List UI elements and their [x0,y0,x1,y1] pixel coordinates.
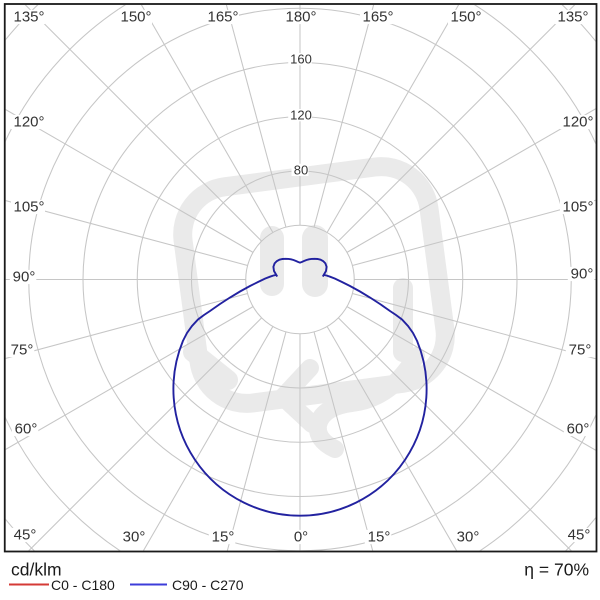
svg-text:120: 120 [290,108,312,123]
svg-text:90°: 90° [13,269,36,286]
svg-text:160: 160 [290,52,312,67]
svg-text:15°: 15° [212,529,235,546]
svg-text:135°: 135° [13,9,44,26]
svg-text:C0 - C180: C0 - C180 [51,577,115,593]
svg-text:45°: 45° [14,527,37,544]
svg-text:15°: 15° [368,529,391,546]
svg-text:60°: 60° [567,421,590,438]
svg-text:cd/klm: cd/klm [11,560,62,580]
svg-text:105°: 105° [13,199,44,216]
svg-text:180°: 180° [285,9,316,26]
svg-text:165°: 165° [207,9,238,26]
svg-text:0°: 0° [294,529,308,546]
svg-text:30°: 30° [457,529,480,546]
svg-text:150°: 150° [450,9,481,26]
svg-text:60°: 60° [15,421,38,438]
svg-text:45°: 45° [568,527,591,544]
svg-text:165°: 165° [362,9,393,26]
svg-text:75°: 75° [569,342,592,359]
svg-text:105°: 105° [562,199,593,216]
svg-text:80: 80 [294,162,308,177]
svg-text:η = 70%: η = 70% [524,560,589,580]
svg-text:120°: 120° [562,114,593,131]
svg-text:135°: 135° [557,9,588,26]
svg-text:90°: 90° [571,266,594,283]
svg-text:150°: 150° [120,9,151,26]
svg-text:30°: 30° [123,529,146,546]
svg-text:120°: 120° [13,114,44,131]
svg-text:C90 - C270: C90 - C270 [172,577,244,593]
svg-text:75°: 75° [11,342,34,359]
